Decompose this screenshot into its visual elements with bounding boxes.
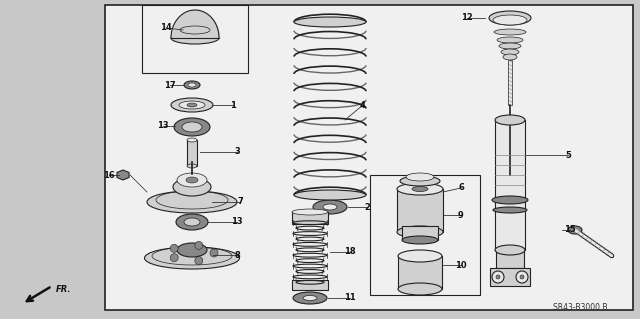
Ellipse shape bbox=[303, 295, 317, 300]
Text: 12: 12 bbox=[461, 13, 473, 23]
Circle shape bbox=[496, 275, 500, 279]
Ellipse shape bbox=[186, 177, 198, 183]
Ellipse shape bbox=[406, 173, 434, 181]
Bar bbox=[370, 175, 480, 295]
Ellipse shape bbox=[489, 11, 531, 25]
Ellipse shape bbox=[147, 191, 237, 213]
Ellipse shape bbox=[182, 122, 202, 132]
Text: SR43-B3000 B: SR43-B3000 B bbox=[553, 303, 607, 313]
Ellipse shape bbox=[173, 178, 211, 196]
Ellipse shape bbox=[493, 207, 527, 213]
Text: 14: 14 bbox=[160, 24, 172, 33]
Circle shape bbox=[195, 241, 203, 249]
Text: 17: 17 bbox=[164, 80, 176, 90]
Text: 1: 1 bbox=[230, 100, 236, 109]
Text: 15: 15 bbox=[564, 226, 576, 234]
Circle shape bbox=[170, 244, 178, 252]
Text: FR.: FR. bbox=[56, 286, 72, 294]
Bar bbox=[496, 248, 524, 268]
Text: 11: 11 bbox=[344, 293, 356, 302]
Text: 16: 16 bbox=[103, 170, 115, 180]
Bar bbox=[490, 268, 530, 286]
Bar bbox=[495, 120, 525, 250]
Ellipse shape bbox=[187, 103, 197, 107]
Circle shape bbox=[195, 256, 203, 264]
Text: 4: 4 bbox=[360, 100, 366, 109]
Circle shape bbox=[170, 254, 178, 262]
Bar bbox=[398, 256, 442, 289]
Text: 18: 18 bbox=[344, 248, 356, 256]
Ellipse shape bbox=[313, 200, 347, 214]
Circle shape bbox=[516, 271, 528, 283]
Ellipse shape bbox=[501, 49, 519, 55]
Ellipse shape bbox=[497, 37, 523, 43]
Ellipse shape bbox=[177, 243, 207, 257]
Ellipse shape bbox=[177, 173, 207, 187]
Circle shape bbox=[520, 275, 524, 279]
Text: 10: 10 bbox=[455, 261, 467, 270]
Ellipse shape bbox=[397, 226, 443, 238]
Text: 3: 3 bbox=[234, 147, 240, 157]
Text: 9: 9 bbox=[458, 211, 464, 219]
Ellipse shape bbox=[499, 43, 521, 49]
Text: 2: 2 bbox=[364, 203, 370, 211]
Bar bbox=[187, 140, 197, 166]
Ellipse shape bbox=[184, 218, 200, 226]
Ellipse shape bbox=[187, 164, 197, 168]
Bar bbox=[508, 60, 512, 105]
Bar bbox=[292, 280, 328, 290]
Text: 13: 13 bbox=[157, 122, 169, 130]
Ellipse shape bbox=[495, 115, 525, 125]
Ellipse shape bbox=[293, 292, 327, 304]
Ellipse shape bbox=[503, 54, 517, 60]
Ellipse shape bbox=[145, 247, 239, 269]
Bar bbox=[292, 212, 328, 224]
Bar bbox=[402, 226, 438, 240]
Ellipse shape bbox=[179, 101, 205, 109]
Ellipse shape bbox=[495, 245, 525, 255]
Ellipse shape bbox=[171, 98, 213, 112]
Ellipse shape bbox=[174, 118, 210, 136]
Text: 5: 5 bbox=[565, 151, 571, 160]
Circle shape bbox=[210, 249, 218, 257]
Ellipse shape bbox=[412, 187, 428, 191]
Ellipse shape bbox=[294, 17, 366, 27]
Circle shape bbox=[492, 271, 504, 283]
Ellipse shape bbox=[400, 176, 440, 186]
Ellipse shape bbox=[402, 236, 438, 244]
Text: 8: 8 bbox=[234, 250, 240, 259]
Polygon shape bbox=[117, 170, 129, 180]
Ellipse shape bbox=[188, 83, 196, 87]
Ellipse shape bbox=[176, 214, 208, 230]
Ellipse shape bbox=[294, 190, 366, 200]
Text: 7: 7 bbox=[237, 197, 243, 206]
Ellipse shape bbox=[493, 15, 527, 25]
Text: 6: 6 bbox=[458, 183, 464, 192]
Ellipse shape bbox=[292, 209, 328, 215]
Ellipse shape bbox=[184, 81, 200, 89]
Bar bbox=[105, 5, 633, 310]
Bar bbox=[142, 5, 248, 73]
Ellipse shape bbox=[187, 138, 197, 142]
Text: 13: 13 bbox=[231, 218, 243, 226]
Ellipse shape bbox=[494, 29, 526, 35]
Ellipse shape bbox=[398, 250, 442, 262]
Ellipse shape bbox=[492, 196, 528, 204]
Ellipse shape bbox=[568, 226, 582, 234]
Bar bbox=[397, 189, 443, 232]
Ellipse shape bbox=[398, 283, 442, 295]
Ellipse shape bbox=[171, 32, 219, 44]
Ellipse shape bbox=[397, 183, 443, 195]
Ellipse shape bbox=[323, 204, 337, 210]
